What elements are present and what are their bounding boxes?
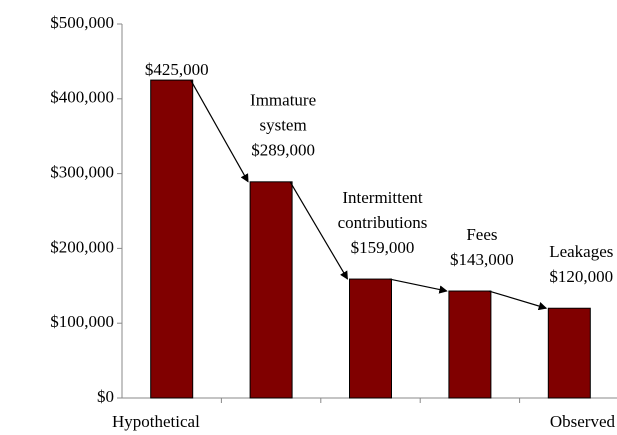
- value-label: $425,000: [145, 60, 209, 79]
- x-tick-label: Hypothetical: [112, 412, 200, 431]
- value-label: $289,000: [251, 141, 315, 160]
- bar: [249, 181, 293, 399]
- annotation: Immature: [250, 91, 316, 110]
- bar: [349, 278, 392, 399]
- bar: [150, 79, 194, 399]
- y-tick-label: $200,000: [50, 237, 114, 256]
- bar: [547, 307, 591, 399]
- arrow: [488, 290, 548, 311]
- annotation: Leakages: [549, 242, 613, 261]
- arrow: [289, 181, 349, 280]
- annotation: Fees: [466, 225, 497, 244]
- bar: [448, 290, 492, 399]
- arrow: [389, 278, 448, 294]
- annotation: contributions: [338, 213, 428, 232]
- y-tick-label: $400,000: [50, 88, 114, 107]
- y-tick-label: $500,000: [50, 13, 114, 32]
- annotation: Intermittent: [342, 188, 423, 207]
- value-label: $143,000: [450, 250, 514, 269]
- value-label: $120,000: [549, 267, 613, 286]
- arrow: [190, 79, 249, 183]
- y-tick-label: $100,000: [50, 312, 114, 331]
- y-tick-label: $300,000: [50, 163, 114, 182]
- value-label: $159,000: [351, 238, 415, 257]
- y-tick-label: $0: [97, 387, 114, 406]
- x-tick-label: Observed: [550, 412, 616, 431]
- annotation: system: [259, 116, 306, 135]
